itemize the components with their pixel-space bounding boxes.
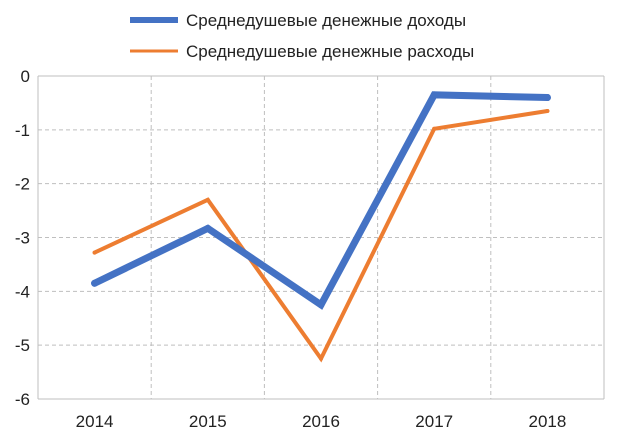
y-tick-label: -6	[15, 390, 30, 409]
data-point-expenses	[205, 197, 210, 202]
plot-area: 0 -1 -2 -3 -4 -5 -6 2014 2015 2016 2017 2018	[15, 67, 605, 431]
data-point-expenses	[432, 126, 437, 131]
x-tick-label: 2016	[302, 412, 340, 431]
x-tick-label: 2017	[415, 412, 453, 431]
x-tick-label: 2014	[76, 412, 114, 431]
data-point-expenses	[92, 250, 97, 255]
y-tick-label: -4	[15, 282, 30, 301]
series-line-expenses	[92, 108, 550, 363]
x-tick-label: 2015	[189, 412, 227, 431]
data-point-income	[204, 224, 212, 232]
legend-label-income: Среднедушевые денежные доходы	[186, 11, 466, 30]
y-tick-label: 0	[21, 67, 30, 86]
x-tick-label: 2018	[528, 412, 566, 431]
y-tick-label: -5	[15, 336, 30, 355]
data-point-income	[430, 91, 438, 99]
data-point-expenses	[319, 356, 323, 361]
chart-legend: Среднедушевые денежные доходы Среднедуше…	[130, 11, 474, 61]
y-tick-label: -3	[15, 229, 30, 248]
legend-label-expenses: Среднедушевые денежные расходы	[186, 42, 474, 61]
data-point-income	[317, 301, 325, 309]
data-point-income	[543, 94, 551, 102]
data-point-expenses	[545, 108, 550, 113]
data-point-income	[91, 279, 99, 287]
y-tick-label: -1	[15, 121, 30, 140]
y-tick-label: -2	[15, 175, 30, 194]
series-line-income	[91, 91, 551, 310]
